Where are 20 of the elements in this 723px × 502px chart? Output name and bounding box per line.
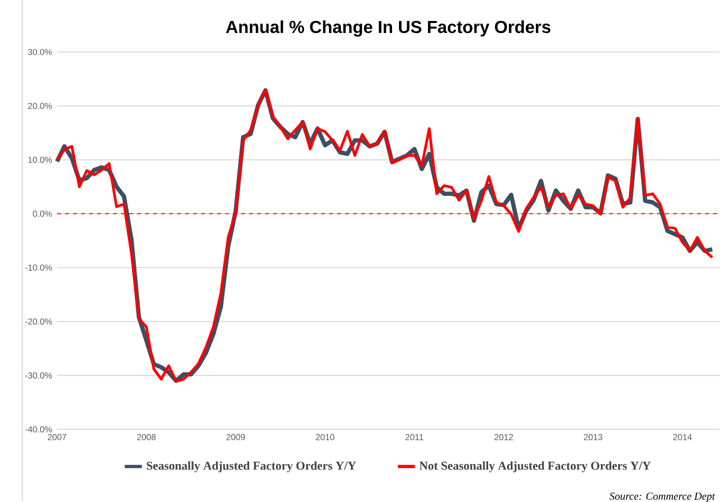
x-tick-label: 2011 [406,434,424,440]
x-tick-label: 2014 [673,434,692,440]
y-tick-label: 0.0% [32,210,52,217]
y-tick-label: 20.0% [28,102,52,109]
y-tick-label: -20.0% [25,318,52,324]
x-tick-label: 2010 [316,434,334,440]
x-tick-label: 2008 [137,434,156,440]
source-note: Source: Commerce Dept [610,492,716,502]
y-tick-label: -10.0% [25,264,52,271]
legend-label: Not Seasonally Adjusted Factory Orders Y/Y [419,461,651,472]
legend-label: Seasonally Adjusted Factory Orders Y/Y [146,461,356,472]
x-tick-label: 2012 [494,434,513,440]
chart-title: Annual % Change In US Factory Orders [226,20,550,36]
y-tick-label: 30.0% [28,48,52,55]
y-tick-label: 10.0% [28,156,52,163]
x-tick-label: 2007 [48,434,66,440]
x-tick-label: 2013 [584,434,602,440]
y-tick-label: -30.0% [25,372,52,378]
y-tick-label: -40.0% [25,426,52,432]
x-tick-label: 2009 [226,434,245,440]
